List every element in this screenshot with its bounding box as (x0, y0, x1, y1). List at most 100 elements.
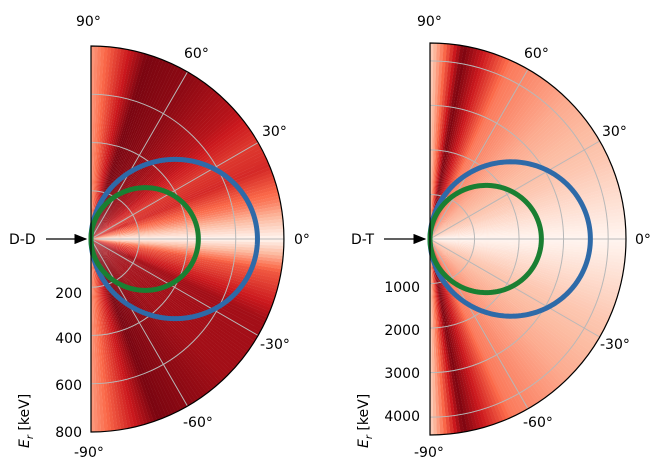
heatmap-cell (91, 221, 284, 239)
heatmap-cell (91, 239, 255, 353)
heatmap-cell (430, 239, 588, 365)
heatmap-cell (91, 184, 282, 239)
heatmap-cell (91, 239, 126, 432)
heatmap-cell (91, 120, 251, 239)
heatmap-cell (430, 142, 607, 239)
heatmap-cell (91, 46, 136, 239)
heatmap-cell (430, 239, 554, 399)
heatmap-cell (430, 239, 590, 363)
heatmap-cell (91, 239, 233, 379)
heatmap-cell (91, 109, 242, 239)
heatmap-cell (91, 239, 228, 384)
heatmap-cell (430, 79, 554, 239)
heatmap-cell (430, 45, 486, 240)
heatmap-cell (430, 239, 448, 435)
heatmap-cell (430, 239, 482, 434)
angular-gridline (430, 238, 529, 409)
heatmap-cell (430, 239, 455, 435)
heatmap-cell (430, 239, 574, 381)
heatmap-cell (430, 239, 579, 376)
heatmap-cell (91, 188, 283, 239)
heatmap-cell (430, 207, 626, 239)
heatmap-cell (430, 239, 545, 405)
radial-axis-label: Er [keV] (17, 394, 36, 448)
kinematic-curve (427, 182, 544, 296)
heatmap-cell (91, 191, 283, 239)
heatmap-cell (91, 131, 259, 239)
heatmap-cell (430, 194, 626, 239)
heatmap-cell (91, 218, 284, 239)
kinematic-curve (88, 185, 201, 293)
heatmap-cell (430, 239, 594, 357)
heatmap-cell (91, 239, 98, 432)
heatmap-cell (430, 214, 626, 239)
heatmap-cell (91, 239, 175, 419)
heatmap-cell (91, 123, 253, 239)
heatmap-cell (91, 239, 242, 369)
panel-dt: 90° 60° 30° 0° -30° -60° -90° D-T 1000 2… (351, 14, 651, 459)
heatmap-cell (91, 204, 284, 239)
heatmap-cell (91, 239, 267, 332)
heatmap-cell (430, 228, 626, 239)
heatmap-cell (430, 239, 437, 435)
kinematic-curve (427, 159, 593, 319)
heatmap-cell (91, 239, 262, 341)
heatmap-cell (430, 239, 556, 397)
heatmap-cell (91, 239, 249, 361)
heatmap-cell (430, 136, 604, 239)
heatmap-cell (91, 143, 265, 239)
heatmap-cell (430, 113, 588, 239)
heatmap-cell (430, 56, 515, 240)
heatmap-cell (91, 211, 284, 239)
heatmap-cell (430, 218, 626, 239)
heatmap-cell (91, 239, 258, 347)
panel-dd: 90° 60° 30° 0° -30° -60° -90° D-D 200 40… (9, 14, 310, 459)
angular-gridline (91, 142, 259, 240)
heatmap-cell (430, 239, 465, 435)
heatmap-cell (430, 239, 486, 433)
reaction-label: D-T (351, 232, 375, 248)
kinematic-curves-dt (427, 159, 593, 319)
heatmap-cell (430, 225, 626, 239)
heatmap-cell (91, 239, 202, 405)
heatmap-cell (91, 235, 284, 240)
heatmap-cell (430, 232, 626, 239)
radial-tick-800: 800 (55, 425, 82, 441)
heatmap-cell (430, 239, 472, 435)
heatmap-cell (91, 239, 142, 431)
heatmap-cell (91, 239, 115, 432)
heatmap-cell (430, 118, 592, 239)
heatmap-cell (91, 146, 267, 239)
heatmap-cell (91, 239, 231, 381)
heatmap-cell (91, 239, 223, 388)
heatmap-cell (430, 239, 434, 435)
heatmap-cell (430, 145, 609, 239)
heatmap-cell (430, 239, 479, 434)
heatmap-cell (430, 100, 577, 239)
reaction-label: D-D (9, 232, 36, 248)
heatmap-cell (430, 200, 626, 239)
heatmap-cell (91, 239, 282, 294)
heatmap-cell (91, 59, 175, 240)
heatmap-cell (91, 228, 284, 239)
heatmap-cell (91, 201, 284, 239)
heatmap-cell (430, 44, 479, 240)
radial-tick-4000: 4000 (384, 409, 420, 425)
angle-label-60: 60° (524, 46, 549, 62)
heatmap-cell (430, 121, 594, 239)
heatmap-cell (430, 73, 545, 239)
heatmap-cell (91, 47, 143, 240)
heatmap-cell (91, 126, 255, 239)
radial-axis-label: Er [keV] (356, 394, 375, 448)
heatmap-cell (91, 239, 235, 376)
heatmap-cell (430, 239, 581, 373)
heatmap-cell (430, 75, 548, 239)
angle-label-90: 90° (417, 14, 442, 30)
kinematic-curves-dd (88, 156, 260, 322)
heatmap-cell (91, 239, 283, 287)
heatmap-cell (430, 133, 602, 239)
heatmap-cell (430, 239, 451, 435)
heatmap-cell (91, 239, 238, 374)
heatmap-cell (91, 239, 204, 403)
heatmap-cell (430, 71, 542, 239)
